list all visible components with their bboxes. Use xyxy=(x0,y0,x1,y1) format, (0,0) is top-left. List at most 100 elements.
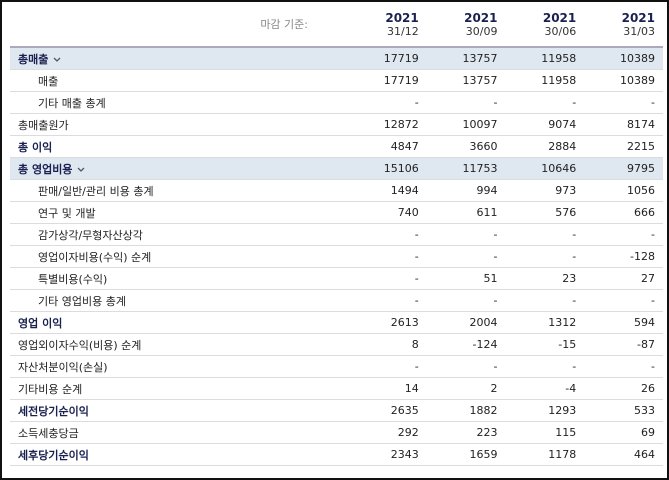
value-cell: - xyxy=(426,289,506,312)
row-label-text: 기타비용 순계 xyxy=(18,382,83,396)
table-row: 영업외이자수익(비용) 순계 8 -124 -15 -87 xyxy=(10,333,663,356)
table-row: 총매출원가 12872 10097 9074 8174 xyxy=(10,113,663,136)
row-label-text: 기타 영업비용 총계 xyxy=(38,294,126,308)
column-date: 31/03 xyxy=(623,24,655,38)
value-cell: - xyxy=(426,245,506,268)
value-cell: 11958 xyxy=(505,46,585,70)
value-cell: 10646 xyxy=(505,157,585,180)
column-header: 2021 31/12 xyxy=(348,2,427,48)
header-row: 마감 기준: 2021 31/12 2021 30/09 2021 30/06 2021 31… xyxy=(10,2,663,48)
row-label: 총 영업비용 xyxy=(10,157,348,180)
table-row: 총 이익 4847 3660 2884 2215 xyxy=(10,135,663,158)
value-cell: 8 xyxy=(348,333,427,356)
table-row: 세후당기순이익 2343 1659 1178 464 xyxy=(10,443,663,466)
value-cell: 15106 xyxy=(348,157,427,180)
value-cell: - xyxy=(505,289,585,312)
value-cell: 1293 xyxy=(505,399,585,422)
value-cell: - xyxy=(348,267,427,290)
row-label: 세전당기순이익 xyxy=(10,399,348,422)
value-cell: 11958 xyxy=(505,69,585,92)
value-cell: - xyxy=(584,289,663,312)
value-cell: - xyxy=(584,91,663,114)
value-cell: 533 xyxy=(584,399,663,422)
value-cell: 11753 xyxy=(426,157,506,180)
expand-chevron[interactable] xyxy=(77,167,85,173)
value-cell: 1056 xyxy=(584,179,663,202)
row-label-text: 세후당기순이익 xyxy=(18,448,89,462)
row-label: 감가상각/무형자산상각 xyxy=(10,223,348,246)
value-cell: 10389 xyxy=(584,46,663,70)
table-row[interactable]: 총 영업비용 15106 11753 10646 9795 xyxy=(10,157,663,180)
row-label-text: 소득세충당금 xyxy=(18,426,79,440)
row-label: 특별비용(수익) xyxy=(10,267,348,290)
table-row: 판매/일반/관리 비용 총계 1494 994 973 1056 xyxy=(10,179,663,202)
value-cell: 2 xyxy=(426,377,506,400)
expand-chevron[interactable] xyxy=(53,57,61,63)
row-label: 소득세충당금 xyxy=(10,421,348,444)
row-label-text: 판매/일반/관리 비용 총계 xyxy=(38,184,154,198)
column-header: 2021 30/06 xyxy=(505,2,585,48)
value-cell: 14 xyxy=(348,377,427,400)
value-cell: 464 xyxy=(584,443,663,466)
value-cell: - xyxy=(584,355,663,378)
value-cell: - xyxy=(348,355,427,378)
value-cell: 740 xyxy=(348,201,427,224)
value-cell: 8174 xyxy=(584,113,663,136)
table-row[interactable]: 총매출 17719 13757 11958 10389 xyxy=(10,46,663,70)
table-row: 매출 17719 13757 11958 10389 xyxy=(10,69,663,92)
value-cell: 3660 xyxy=(426,135,506,158)
value-cell: 17719 xyxy=(348,69,427,92)
value-cell: - xyxy=(348,245,427,268)
row-label: 영업이자비용(수익) 순계 xyxy=(10,245,348,268)
column-header: 2021 30/09 xyxy=(426,2,506,48)
row-label-text: 총매출원가 xyxy=(18,118,69,132)
row-label-text: 총매출 xyxy=(18,52,49,66)
value-cell: 4847 xyxy=(348,135,427,158)
value-cell: 2884 xyxy=(505,135,585,158)
row-label: 기타비용 순계 xyxy=(10,377,348,400)
value-cell: - xyxy=(505,355,585,378)
value-cell: 594 xyxy=(584,311,663,334)
value-cell: 223 xyxy=(426,421,506,444)
column-year: 2021 xyxy=(385,10,419,25)
row-label-text: 감가상각/무형자산상각 xyxy=(38,228,143,242)
row-label-text: 기타 매출 총계 xyxy=(38,96,106,110)
value-cell: -128 xyxy=(584,245,663,268)
row-label-text: 총 영업비용 xyxy=(18,162,73,176)
row-label: 기타 매출 총계 xyxy=(10,91,348,114)
value-cell: 12872 xyxy=(348,113,427,136)
row-label-text: 세전당기순이익 xyxy=(18,404,89,418)
row-label-text: 영업 이익 xyxy=(18,316,63,330)
value-cell: -15 xyxy=(505,333,585,356)
row-label-text: 특별비용(수익) xyxy=(38,272,108,286)
value-cell: 10097 xyxy=(426,113,506,136)
row-label-text: 영업외이자수익(비용) 순계 xyxy=(18,338,142,352)
row-label: 연구 및 개발 xyxy=(10,201,348,224)
row-label: 판매/일반/관리 비용 총계 xyxy=(10,179,348,202)
column-header: 2021 31/03 xyxy=(584,2,663,48)
value-cell: 666 xyxy=(584,201,663,224)
row-label: 세후당기순이익 xyxy=(10,443,348,466)
value-cell: 2343 xyxy=(348,443,427,466)
value-cell: - xyxy=(505,245,585,268)
value-cell: 292 xyxy=(348,421,427,444)
value-cell: 611 xyxy=(426,201,506,224)
row-label-text: 연구 및 개발 xyxy=(38,206,96,220)
row-label: 매출 xyxy=(10,69,348,92)
value-cell: 69 xyxy=(584,421,663,444)
row-label: 총매출원가 xyxy=(10,113,348,136)
table-row: 감가상각/무형자산상각 - - - - xyxy=(10,223,663,246)
value-cell: - xyxy=(505,223,585,246)
value-cell: 26 xyxy=(584,377,663,400)
value-cell: -4 xyxy=(505,377,585,400)
value-cell: 2215 xyxy=(584,135,663,158)
value-cell: - xyxy=(348,223,427,246)
column-date: 30/09 xyxy=(465,24,498,38)
table-row: 연구 및 개발 740 611 576 666 xyxy=(10,201,663,224)
column-year: 2021 xyxy=(621,10,655,25)
table-row: 기타 매출 총계 - - - - xyxy=(10,91,663,114)
row-label: 자산처분이익(손실) xyxy=(10,355,348,378)
value-cell: 115 xyxy=(505,421,585,444)
value-cell: 27 xyxy=(584,267,663,290)
